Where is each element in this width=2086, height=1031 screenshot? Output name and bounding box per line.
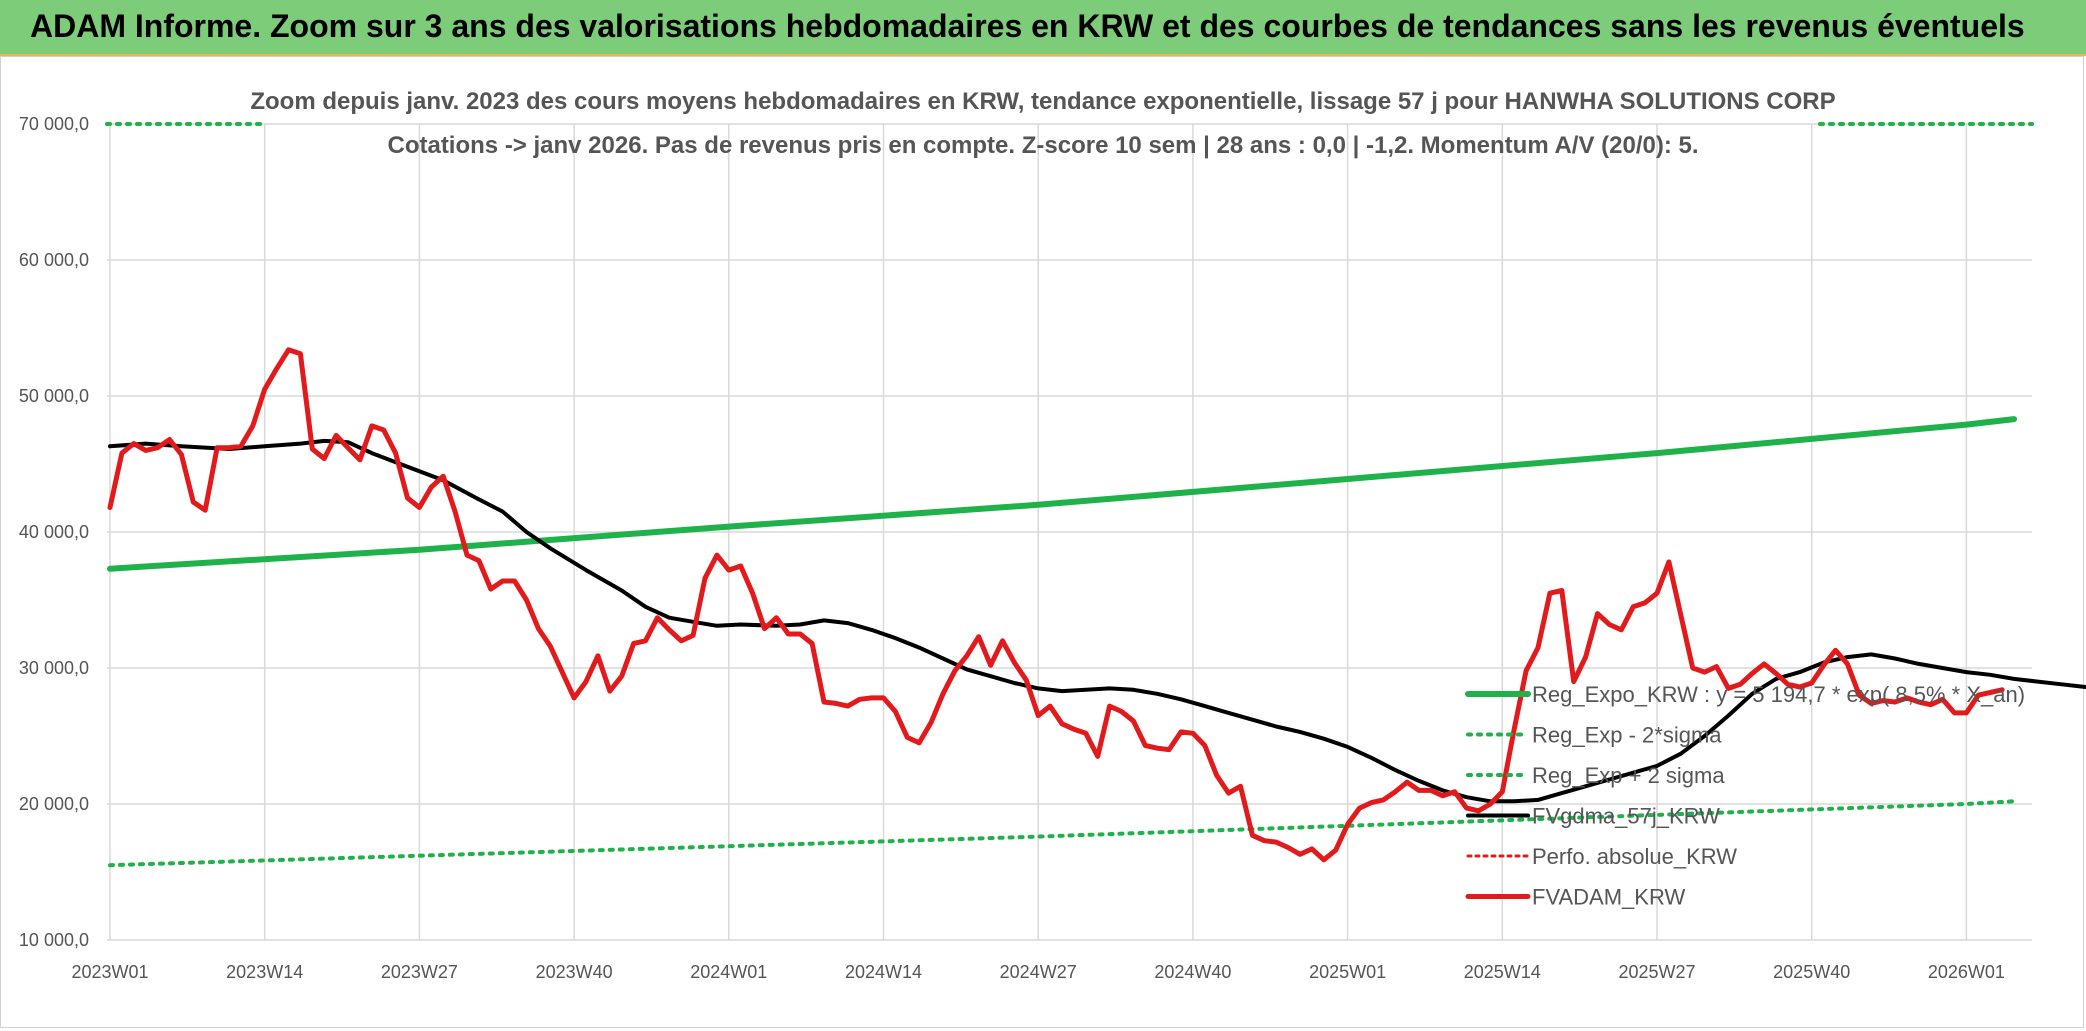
x-tick-label: 2025W14 [1464, 962, 1541, 982]
report-title: ADAM Informe. Zoom sur 3 ans des valoris… [30, 8, 2025, 44]
chart-title-line-1: Zoom depuis janv. 2023 des cours moyens … [250, 88, 1835, 115]
series-line-0 [107, 416, 2017, 572]
chart-grid [107, 123, 2032, 941]
y-tick-label: 10 000,0 [19, 930, 89, 950]
y-tick-label: 50 000,0 [19, 386, 89, 406]
x-tick-label: 2024W14 [845, 962, 922, 982]
series-line-1 [108, 799, 2016, 868]
legend-label: Reg_Exp + 2 sigma [1532, 763, 1725, 788]
legend-label: FVADAM_KRW [1532, 885, 1685, 910]
chart-titles: Zoom depuis janv. 2023 des cours moyens … [250, 88, 1835, 159]
chart-frame [0, 56, 2084, 1028]
x-tick-label: 2023W27 [381, 962, 458, 982]
series-line-3 [108, 438, 2086, 804]
x-tick-label: 2023W01 [71, 962, 148, 982]
legend-label: Reg_Expo_KRW : y = 5 194,7 * exp( 8,5% *… [1532, 682, 2025, 707]
legend-label: Perfo. absolue_KRW [1532, 844, 1737, 869]
legend-label: FVgdma_57j_KRW [1532, 804, 1720, 829]
x-tick-label: 2026W01 [1928, 962, 2005, 982]
chart-legend: Reg_Expo_KRW : y = 5 194,7 * exp( 8,5% *… [1465, 682, 2025, 910]
x-tick-label: 2024W27 [1000, 962, 1077, 982]
x-tick-label: 2025W40 [1773, 962, 1850, 982]
chart-ticks: 10 000,0 20 000,0 30 000,0 40 000,0 50 000,0… [19, 114, 2005, 982]
x-tick-label: 2024W40 [1154, 962, 1231, 982]
x-tick-label: 2023W40 [536, 962, 613, 982]
y-tick-label: 60 000,0 [19, 250, 89, 270]
series-line-5 [107, 347, 2005, 863]
chart-series [105, 122, 2086, 868]
legend-label: Reg_Exp - 2*sigma [1532, 723, 1722, 748]
y-tick-label: 30 000,0 [19, 658, 89, 678]
x-tick-label: 2024W01 [690, 962, 767, 982]
report-banner: ADAM Informe. Zoom sur 3 ans des valoris… [0, 0, 2086, 56]
chart-title-line-2: Cotations -> janv 2026. Pas de revenus p… [387, 132, 1698, 159]
x-tick-label: 2025W01 [1309, 962, 1386, 982]
y-tick-label: 70 000,0 [19, 114, 89, 134]
x-tick-label: 2023W14 [226, 962, 303, 982]
y-tick-label: 40 000,0 [19, 522, 89, 542]
x-tick-label: 2025W27 [1618, 962, 1695, 982]
y-tick-label: 20 000,0 [19, 794, 89, 814]
